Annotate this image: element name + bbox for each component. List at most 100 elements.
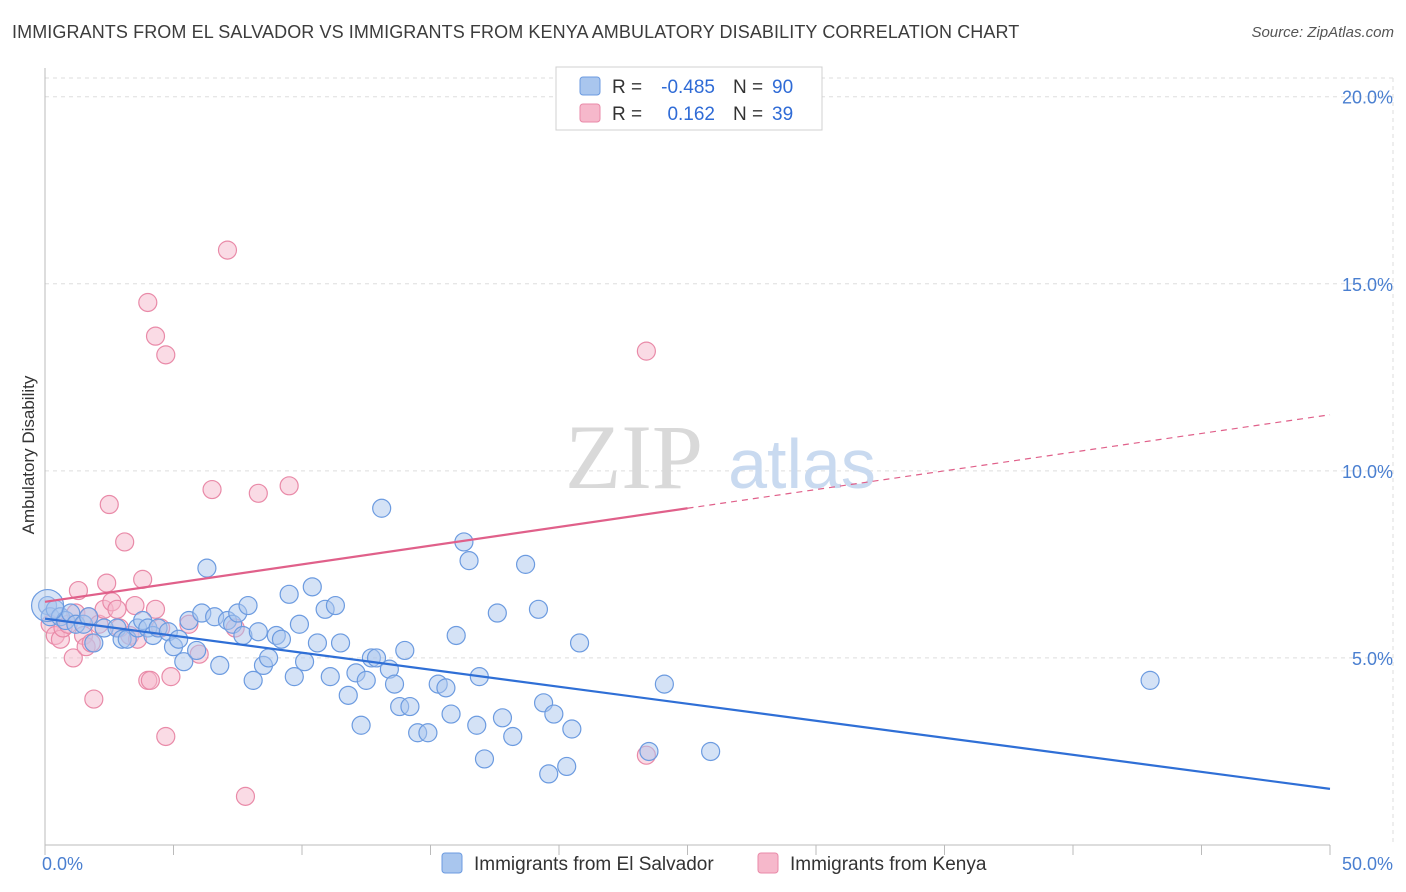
kenya-trend-extension bbox=[687, 414, 1331, 509]
kenya-point-42 bbox=[636, 341, 656, 361]
legend-swatch-blue bbox=[579, 76, 601, 96]
y-tick-label-1: 10.0% bbox=[1342, 462, 1393, 482]
el-salvador-point-24 bbox=[187, 640, 207, 661]
watermark-atlas: atlas bbox=[728, 425, 876, 503]
el-salvador-point-60 bbox=[395, 640, 415, 661]
el-salvador-point-44 bbox=[302, 577, 322, 597]
el-salvador-point-75 bbox=[503, 726, 523, 747]
kenya-point-29 bbox=[156, 726, 176, 747]
kenya-point-41 bbox=[279, 476, 299, 496]
series-legend-swatch-pink bbox=[757, 852, 779, 874]
el-salvador-point-42 bbox=[289, 614, 310, 634]
el-salvador-point-9 bbox=[84, 633, 104, 653]
el-salvador-point-34 bbox=[243, 670, 263, 690]
watermark: ZIP atlas bbox=[565, 406, 876, 508]
el-salvador-point-84 bbox=[639, 741, 659, 762]
legend-r-label-pink: R = bbox=[612, 104, 642, 125]
el-salvador-point-43 bbox=[294, 652, 315, 672]
kenya-point-15 bbox=[97, 573, 117, 593]
kenya-point-5 bbox=[63, 648, 83, 668]
el-salvador-point-69 bbox=[459, 551, 479, 571]
el-salvador-point-65 bbox=[436, 678, 456, 698]
el-salvador-point-56 bbox=[372, 498, 392, 518]
el-salvador-point-86 bbox=[701, 741, 721, 762]
el-salvador-point-47 bbox=[320, 667, 340, 687]
el-salvador-point-70 bbox=[467, 715, 487, 735]
el-salvador-point-72 bbox=[474, 749, 495, 769]
x-tick-label-max: 50.0% bbox=[1342, 854, 1393, 874]
el-salvador-point-66 bbox=[441, 704, 461, 724]
kenya-point-30 bbox=[161, 667, 181, 687]
el-salvador-point-58 bbox=[384, 674, 405, 694]
kenya-point-32 bbox=[156, 345, 176, 365]
x-tick-label-min: 0.0% bbox=[42, 854, 83, 874]
el-salvador-point-26 bbox=[197, 558, 217, 578]
el-salvador-point-82 bbox=[562, 719, 582, 739]
series-legend-label-blue: Immigrants from El Salvador bbox=[474, 854, 714, 875]
series-legend-label-pink: Immigrants from Kenya bbox=[790, 854, 987, 875]
el-salvador-point-39 bbox=[271, 629, 292, 649]
kenya-points bbox=[40, 240, 656, 806]
stats-legend: R = -0.485 N = 90 R = 0.162 N = 39 bbox=[555, 66, 823, 131]
kenya-point-37 bbox=[217, 240, 238, 260]
el-salvador-point-87 bbox=[1140, 670, 1160, 690]
legend-n-value-pink: 39 bbox=[772, 104, 793, 125]
kenya-point-36 bbox=[202, 479, 222, 500]
source-label: Source: ZipAtlas.com bbox=[1251, 24, 1394, 41]
el-salvador-points bbox=[30, 498, 1160, 784]
kenya-point-18 bbox=[107, 599, 127, 619]
el-salvador-point-22 bbox=[174, 652, 194, 672]
y-tick-labels: 5.0% 10.0% 15.0% 20.0% bbox=[1342, 88, 1393, 669]
el-salvador-point-80 bbox=[544, 704, 564, 724]
el-salvador-point-41 bbox=[284, 667, 304, 687]
kenya-point-39 bbox=[235, 786, 256, 806]
y-tick-label-3: 20.0% bbox=[1342, 88, 1393, 108]
kenya-point-16 bbox=[99, 494, 119, 515]
axes bbox=[44, 68, 1331, 855]
y-tick-label-2: 15.0% bbox=[1342, 275, 1393, 295]
el-salvador-point-73 bbox=[487, 603, 507, 623]
el-salvador-point-8 bbox=[79, 607, 99, 627]
trend-lines bbox=[44, 414, 1331, 790]
el-salvador-point-33 bbox=[238, 595, 258, 616]
kenya-point-26 bbox=[140, 670, 160, 690]
el-salvador-point-63 bbox=[418, 723, 438, 743]
el-salvador-point-83 bbox=[569, 633, 590, 653]
gridlines bbox=[45, 77, 1394, 845]
el-salvador-point-49 bbox=[330, 633, 351, 653]
el-salvador-point-48 bbox=[325, 595, 346, 616]
chart-title: IMMIGRANTS FROM EL SALVADOR VS IMMIGRANT… bbox=[12, 22, 1020, 42]
legend-swatch-pink bbox=[579, 103, 601, 123]
el-salvador-point-79 bbox=[539, 764, 559, 784]
kenya-point-20 bbox=[115, 532, 135, 552]
el-salvador-point-53 bbox=[356, 670, 376, 690]
el-salvador-point-35 bbox=[248, 622, 268, 642]
el-salvador-point-37 bbox=[258, 648, 279, 668]
el-salvador-point-21 bbox=[169, 629, 189, 649]
el-salvador-point-67 bbox=[446, 625, 466, 646]
el-salvador-point-61 bbox=[400, 696, 420, 717]
el-salvador-point-large bbox=[30, 588, 65, 623]
y-tick-label-0: 5.0% bbox=[1352, 649, 1393, 669]
el-salvador-point-28 bbox=[210, 655, 230, 676]
legend-r-value-pink: 0.162 bbox=[667, 104, 715, 125]
el-salvador-point-45 bbox=[307, 633, 328, 653]
el-salvador-point-50 bbox=[338, 685, 358, 705]
legend-r-label-blue: R = bbox=[612, 77, 642, 98]
el-salvador-point-76 bbox=[515, 554, 536, 574]
legend-n-label-pink: N = bbox=[733, 104, 763, 125]
kenya-point-33 bbox=[138, 292, 158, 313]
kenya-point-12 bbox=[84, 689, 104, 709]
kenya-point-31 bbox=[145, 326, 166, 346]
series-legend-swatch-blue bbox=[441, 852, 463, 874]
kenya-point-22 bbox=[125, 595, 145, 616]
kenya-point-40 bbox=[248, 483, 268, 503]
el-salvador-trend-line bbox=[44, 617, 1331, 790]
kenya-point-27 bbox=[145, 599, 166, 619]
watermark-zip: ZIP bbox=[565, 406, 703, 508]
kenya-trend-line bbox=[44, 507, 688, 603]
el-salvador-point-85 bbox=[654, 674, 674, 694]
el-salvador-point-52 bbox=[351, 715, 371, 735]
y-axis-label: Ambulatory Disability bbox=[19, 375, 38, 534]
